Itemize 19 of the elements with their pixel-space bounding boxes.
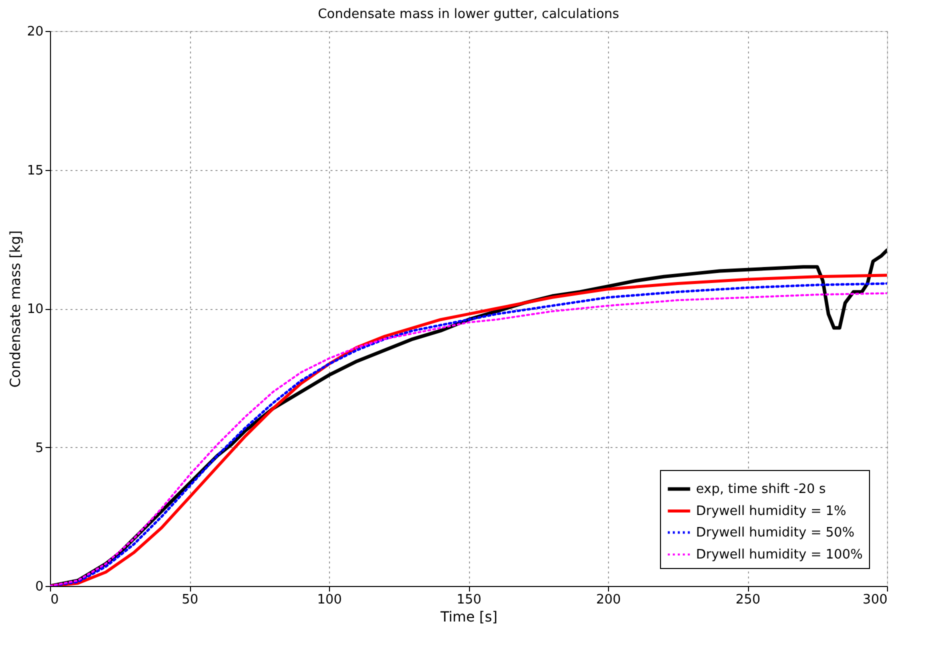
x-tick-label: 50 [182,592,198,608]
x-tick-label: 150 [456,592,482,608]
y-tick-label: 0 [35,580,44,594]
y-axis-title: Condensate mass [kg] [8,230,24,388]
x-tick-label: 200 [596,592,621,608]
y-tick-label: 20 [26,24,44,40]
x-tick-label: 250 [736,592,760,608]
legend-label: exp, time shift -20 s [696,482,826,497]
chart-title: Condensate mass in lower gutter, calculations [318,7,620,22]
legend-label: Drywell humidity = 1% [696,504,846,519]
x-axis-title: Time [s] [440,610,498,626]
y-tick-label: 10 [26,302,44,317]
x-tick-label: 100 [317,592,342,608]
x-tick-label: 300 [862,592,888,608]
y-tick-label: 5 [35,440,44,456]
legend-label: Drywell humidity = 100% [696,548,863,562]
y-tick-label: 15 [26,163,44,178]
x-tick-label: 0 [50,592,59,608]
legend-label: Drywell humidity = 50% [696,526,854,540]
